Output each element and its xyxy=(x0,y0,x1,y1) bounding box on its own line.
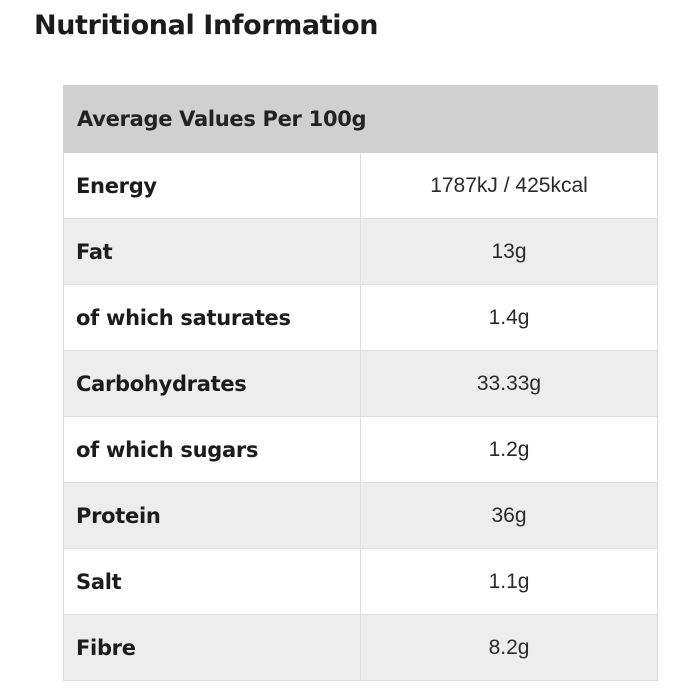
table-row: Carbohydrates 33.33g xyxy=(63,350,658,417)
nutrient-value: 1787kJ / 425kcal xyxy=(360,152,658,219)
nutrient-name: Energy xyxy=(63,152,361,219)
table-row: Protein 36g xyxy=(63,482,658,549)
table-row: Salt 1.1g xyxy=(63,548,658,615)
nutrient-name: Fat xyxy=(63,218,361,285)
table-row: Fat 13g xyxy=(63,218,658,285)
table-row: Fibre 8.2g xyxy=(63,614,658,681)
nutrient-value: 1.4g xyxy=(360,284,658,351)
table-row: of which saturates 1.4g xyxy=(63,284,658,351)
nutrient-name: Protein xyxy=(63,482,361,549)
nutrient-value: 1.1g xyxy=(360,548,658,615)
nutrient-name: of which sugars xyxy=(63,416,361,483)
table-row: of which sugars 1.2g xyxy=(63,416,658,483)
table-row: Energy 1787kJ / 425kcal xyxy=(63,152,658,219)
nutrient-name: of which saturates xyxy=(63,284,361,351)
table-header-row: Average Values Per 100g xyxy=(63,85,658,153)
nutrient-name: Salt xyxy=(63,548,361,615)
nutrient-value: 1.2g xyxy=(360,416,658,483)
nutrient-value: 33.33g xyxy=(360,350,658,417)
nutrient-name: Fibre xyxy=(63,614,361,681)
page-title: Nutritional Information xyxy=(34,10,379,41)
nutrient-value: 36g xyxy=(360,482,658,549)
table-header: Average Values Per 100g xyxy=(63,85,658,153)
nutrient-value: 8.2g xyxy=(360,614,658,681)
nutrition-table: Average Values Per 100g Energy 1787kJ / … xyxy=(63,85,658,681)
nutrient-value: 13g xyxy=(360,218,658,285)
nutrient-name: Carbohydrates xyxy=(63,350,361,417)
